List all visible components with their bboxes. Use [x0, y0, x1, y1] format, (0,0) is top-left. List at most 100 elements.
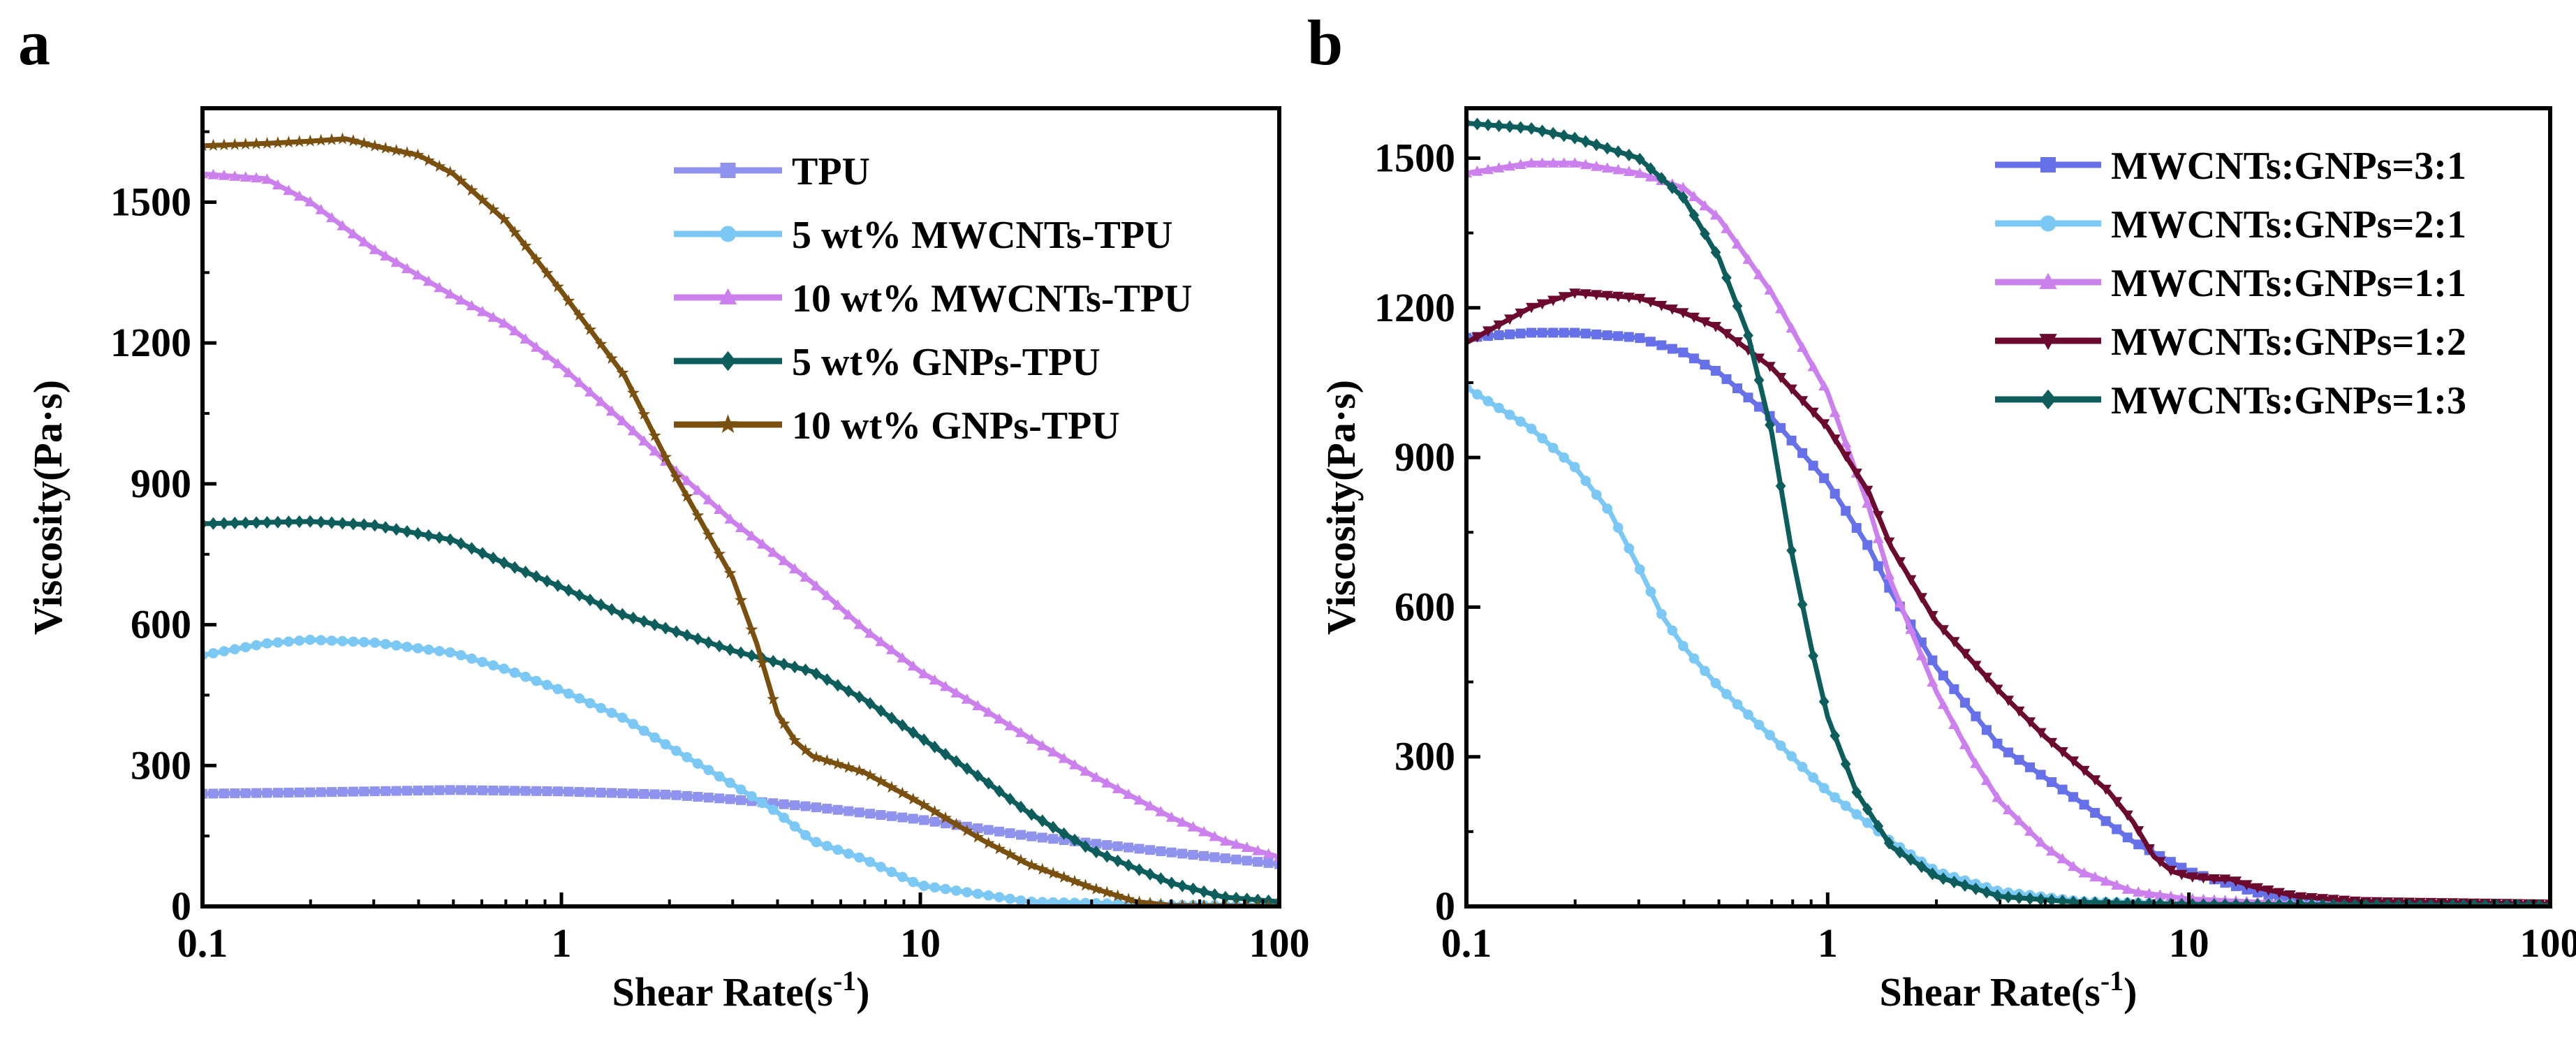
chart-panel-a: a 0.1 1 10 100 0 300 600 900 1200 1500 Shear Rate(s…: [18, 7, 1310, 1015]
legend-label: MWCNTs:GNPs=2:1: [2111, 203, 2466, 247]
data-point: [1199, 851, 1209, 861]
data-point: [1569, 462, 1580, 473]
data-point: [348, 786, 358, 797]
data-point: [725, 794, 735, 804]
data-point: [1241, 841, 1253, 852]
data-point: [487, 660, 499, 671]
data-point: [358, 136, 371, 149]
data-point: [1494, 119, 1504, 133]
data-point: [316, 515, 326, 529]
data-point: [1732, 699, 1743, 709]
legend-item: MWCNTs:GNPs=1:3: [1995, 379, 2466, 422]
data-point: [412, 269, 424, 280]
data-point: [886, 867, 897, 877]
data-point: [897, 652, 908, 663]
data-point: [240, 788, 251, 798]
data-point: [219, 646, 230, 656]
data-point: [2111, 797, 2123, 808]
data-point: [1558, 292, 1570, 302]
data-point: [1786, 384, 1797, 395]
data-point: [1580, 476, 1591, 486]
data-point: [1938, 670, 1948, 681]
data-point: [1612, 163, 1624, 175]
data-point: [994, 713, 1006, 724]
data-point: [1710, 365, 1721, 376]
legend-swatch-marker: [2039, 334, 2057, 351]
data-point: [1808, 772, 1818, 783]
data-point: [649, 445, 661, 456]
legend-item: 5 wt% GNPs-TPU: [674, 341, 1101, 384]
y-tick-label: 1200: [110, 320, 191, 365]
legend-label: MWCNTs:GNPs=1:3: [2111, 379, 2466, 422]
data-point: [1775, 479, 1786, 493]
data-point: [1937, 698, 1949, 709]
data-point: [1089, 882, 1103, 895]
data-point: [1526, 157, 1538, 168]
data-point: [961, 693, 973, 704]
data-point: [1101, 885, 1114, 898]
data-point: [1112, 854, 1123, 867]
data-point: [1688, 209, 1700, 222]
data-point: [1688, 353, 1699, 364]
data-point: [563, 584, 574, 597]
legend-item: MWCNTs:GNPs=1:1: [1995, 262, 2466, 305]
data-point: [1601, 162, 1613, 173]
data-point: [1624, 148, 1635, 162]
data-point: [304, 196, 316, 207]
data-point: [1059, 827, 1069, 840]
data-point: [800, 830, 811, 841]
data-point: [434, 645, 445, 656]
data-point: [1905, 624, 1917, 634]
data-point: [928, 804, 941, 817]
data-point: [2154, 857, 2166, 867]
data-point: [1602, 330, 1612, 341]
data-point: [1602, 142, 1613, 155]
data-point: [1209, 830, 1221, 841]
data-point: [251, 640, 262, 651]
data-point: [854, 807, 864, 818]
data-point: [208, 788, 219, 799]
data-point: [2046, 845, 2058, 856]
data-point: [1014, 853, 1027, 866]
data-point: [1667, 344, 1677, 354]
data-point: [1753, 374, 1765, 387]
data-point: [725, 643, 735, 656]
data-point: [1536, 299, 1548, 310]
data-point: [1753, 353, 1765, 365]
data-point: [605, 352, 618, 365]
data-point: [487, 311, 499, 322]
data-point: [671, 790, 682, 800]
data-point: [2025, 762, 2036, 772]
data-point: [929, 674, 941, 685]
data-point: [1580, 159, 1591, 170]
data-point: [1079, 878, 1092, 891]
data-point: [1635, 333, 1645, 344]
data-point: [1786, 435, 1797, 446]
data-point: [2003, 747, 2013, 758]
x-tick-label: 0.1: [177, 920, 228, 966]
data-point: [2111, 879, 2123, 890]
data-point: [2057, 784, 2068, 795]
data-point: [444, 288, 456, 299]
data-point: [1765, 418, 1775, 432]
data-point: [1927, 655, 1938, 665]
data-point: [1482, 326, 1494, 337]
data-point: [391, 640, 402, 651]
data-point: [864, 627, 876, 638]
data-point: [262, 638, 272, 649]
legend-swatch-marker: [719, 288, 737, 304]
data-point: [2121, 883, 2133, 894]
data-point: [2068, 792, 2079, 802]
data-point: [811, 802, 821, 813]
data-point: [1700, 665, 1710, 677]
data-point: [929, 816, 940, 827]
data-point: [779, 812, 790, 823]
data-point: [767, 692, 780, 705]
data-point: [552, 786, 563, 797]
data-point: [929, 882, 940, 893]
data-point: [1786, 544, 1797, 557]
data-point: [1916, 860, 1927, 874]
data-point: [2100, 816, 2111, 826]
data-point: [1970, 661, 1982, 672]
data-point: [638, 726, 649, 736]
